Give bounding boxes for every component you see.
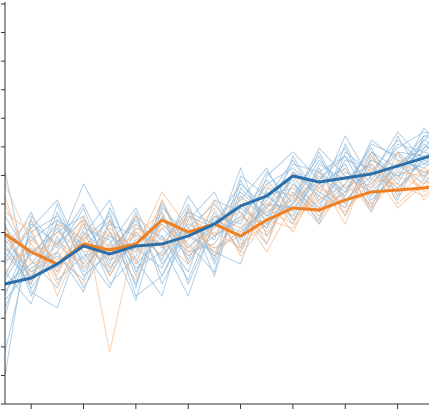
background-series-line-30 <box>4 167 429 269</box>
background-series-line-9 <box>4 131 429 305</box>
background-series-group <box>4 127 429 377</box>
mean-series-group <box>4 154 429 286</box>
x-axis-ticks <box>30 404 399 409</box>
y-axis-ticks <box>1 3 5 405</box>
background-series-line-25 <box>4 167 429 298</box>
background-series-line-29 <box>4 163 429 285</box>
background-series-line-32 <box>4 163 429 273</box>
mean-series-line-blue <box>4 154 429 286</box>
background-series-line-3 <box>4 139 429 286</box>
background-series-line-31 <box>4 151 429 282</box>
background-series-line-27 <box>4 155 429 353</box>
